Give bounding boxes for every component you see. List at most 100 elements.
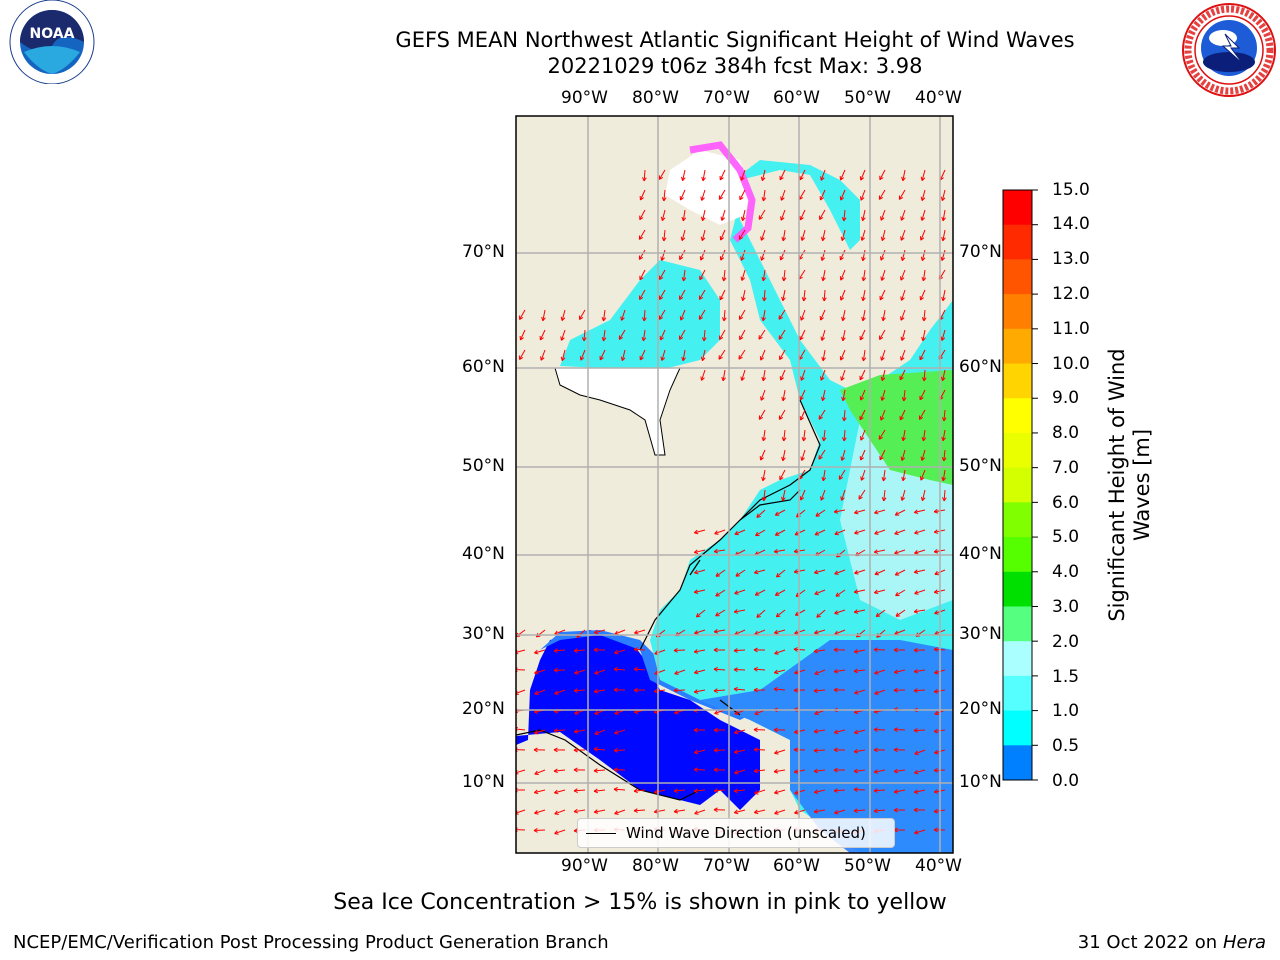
- lon-label-bottom: 90°W: [561, 856, 608, 876]
- wave-direction-arrow: [853, 649, 866, 654]
- wave-direction-arrow: [774, 809, 786, 815]
- colorbar-tick-label: 15.0: [1052, 180, 1090, 200]
- wave-direction-arrow: [738, 349, 746, 360]
- wave-direction-arrow: [921, 309, 927, 322]
- wave-direction-arrow: [834, 809, 846, 815]
- wave-direction-arrow: [756, 609, 766, 618]
- wave-direction-arrow: [941, 449, 947, 462]
- colorbar-frame: [1002, 189, 1033, 781]
- wave-direction-arrow: [813, 688, 826, 694]
- wave-direction-arrow: [735, 569, 746, 577]
- wave-direction-arrow: [800, 449, 806, 461]
- wave-direction-arrow: [893, 687, 906, 693]
- wave-direction-arrow: [660, 349, 666, 361]
- colorbar-title-line1: Significant Height of Wind: [1105, 348, 1129, 622]
- wave-direction-arrow: [700, 229, 706, 241]
- wave-direction-arrow: [900, 289, 906, 301]
- wave-direction-arrow: [554, 809, 566, 815]
- wave-direction-arrow: [653, 688, 666, 694]
- colorbar-segment: [1003, 363, 1032, 399]
- wave-direction-arrow: [914, 529, 926, 535]
- wave-direction-arrow: [839, 349, 846, 361]
- wave-direction-arrow: [734, 729, 746, 735]
- wave-direction-arrow: [833, 747, 846, 753]
- wave-direction-arrow: [840, 369, 846, 381]
- wave-direction-arrow: [859, 449, 866, 461]
- wave-direction-arrow: [815, 509, 826, 517]
- wave-direction-arrow: [581, 329, 587, 342]
- wave-direction-arrow: [779, 369, 786, 381]
- wave-direction-arrow: [774, 789, 786, 795]
- wave-direction-arrow: [756, 509, 766, 518]
- wave-direction-arrow: [914, 549, 926, 555]
- colorbar-tick-label: 14.0: [1052, 214, 1090, 234]
- wave-direction-arrow: [781, 289, 786, 302]
- wave-direction-arrow: [781, 389, 786, 402]
- wave-direction-arrow: [774, 509, 786, 516]
- wave-direction-arrow: [673, 648, 686, 653]
- wave-direction-arrow: [593, 768, 606, 773]
- wave-direction-arrow: [579, 349, 586, 361]
- wave-direction-arrow: [913, 807, 926, 813]
- wave-direction-arrow: [861, 269, 867, 282]
- wave-direction-arrow: [900, 329, 906, 341]
- wave-direction-arrow: [758, 329, 766, 340]
- wave-direction-arrow: [940, 329, 946, 341]
- wave-direction-arrow: [718, 349, 726, 360]
- wave-direction-arrow: [921, 429, 927, 442]
- wave-direction-arrow: [674, 669, 686, 675]
- wave-direction-arrow: [781, 229, 787, 242]
- footer-credit: NCEP/EMC/Verification Post Processing Pr…: [13, 932, 609, 953]
- wave-direction-arrow: [919, 349, 926, 361]
- wave-direction-arrow: [859, 409, 866, 421]
- wave-direction-arrow: [754, 589, 766, 596]
- map-frame: [515, 115, 954, 854]
- wave-direction-arrow: [698, 289, 706, 300]
- wave-direction-arrow: [714, 529, 726, 535]
- wave-direction-arrow: [733, 749, 746, 755]
- wave-direction-arrow: [799, 169, 806, 181]
- wave-direction-arrow: [921, 269, 927, 282]
- lon-label-bottom: 60°W: [773, 856, 820, 876]
- colorbar-segment: [1003, 467, 1032, 503]
- wave-direction-arrow: [913, 609, 926, 614]
- lon-label-top: 50°W: [844, 88, 891, 108]
- wave-direction-arrow: [854, 529, 866, 535]
- wave-direction-arrow: [593, 746, 606, 752]
- wave-direction-arrow: [900, 489, 906, 501]
- wave-direction-arrow: [913, 668, 926, 674]
- wave-direction-arrow: [941, 229, 946, 242]
- wave-direction-arrow: [554, 689, 566, 695]
- wave-direction-arrow: [680, 169, 686, 182]
- wave-direction-arrow: [780, 189, 786, 201]
- wave-direction-arrow: [680, 229, 686, 241]
- colorbar-title-line2: Waves [m]: [1130, 428, 1154, 542]
- wave-direction-arrow: [573, 729, 586, 734]
- wave-direction-arrow: [873, 769, 886, 774]
- wave-direction-arrow: [593, 809, 606, 814]
- wave-direction-arrow: [733, 648, 746, 653]
- wave-direction-arrow: [833, 647, 846, 653]
- wave-direction-arrow: [733, 667, 746, 673]
- wave-direction-arrow: [920, 189, 926, 201]
- chart-title: GEFS MEAN Northwest Atlantic Significant…: [395, 28, 1075, 52]
- colorbar-segment: [1003, 328, 1032, 365]
- wave-direction-arrow: [799, 389, 806, 401]
- colorbar-segment: [1003, 259, 1032, 295]
- wave-direction-arrow: [913, 647, 926, 653]
- wave-direction-arrow: [814, 529, 826, 536]
- wave-direction-arrow: [700, 209, 706, 222]
- nws-logo: [1182, 3, 1276, 97]
- wave-direction-arrow: [820, 169, 826, 181]
- colorbar-tick-label: 11.0: [1052, 319, 1090, 339]
- wave-direction-arrow: [913, 728, 926, 733]
- wave-direction-arrow: [713, 667, 726, 672]
- wave-direction-arrow: [814, 629, 826, 635]
- wave-direction-arrow: [534, 809, 546, 815]
- wave-direction-arrow: [860, 469, 866, 481]
- wave-direction-arrow: [694, 569, 706, 575]
- wave-direction-arrow: [694, 669, 706, 675]
- wave-direction-arrow: [739, 329, 746, 341]
- wave-direction-arrow: [833, 767, 846, 773]
- wave-direction-arrow: [893, 647, 906, 653]
